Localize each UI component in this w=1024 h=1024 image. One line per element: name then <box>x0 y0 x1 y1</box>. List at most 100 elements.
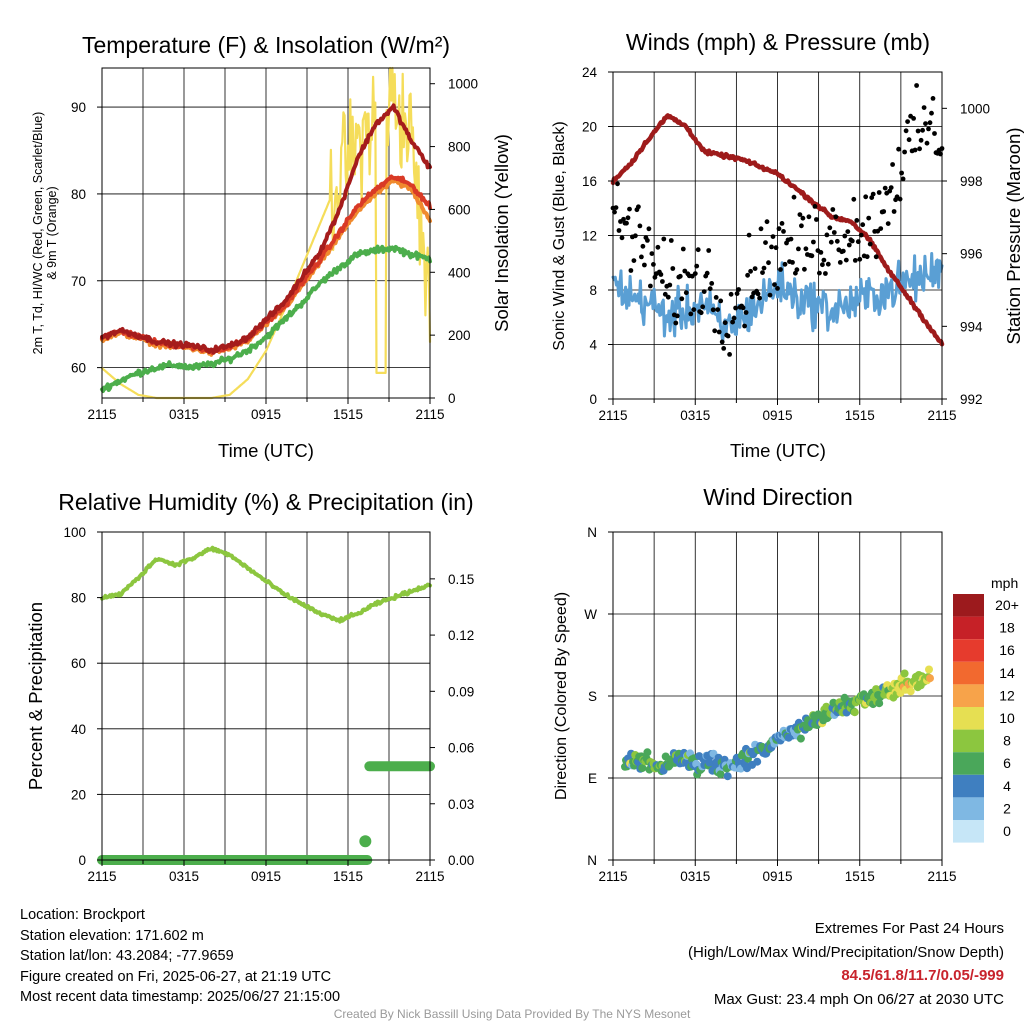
gust-point <box>648 283 653 289</box>
gust-point <box>640 243 646 249</box>
gust-point <box>779 221 785 226</box>
gust-point <box>740 305 746 311</box>
gust-point <box>621 216 626 222</box>
temperature-title: Temperature (F) & Insolation (W/m²) <box>82 32 450 58</box>
legend-swatch <box>953 639 984 662</box>
legend-label: 14 <box>999 665 1015 681</box>
gust-point <box>900 176 906 182</box>
sonic-wind-line <box>611 252 944 344</box>
x-tick-label: 0915 <box>762 869 792 884</box>
gust-point <box>927 120 933 126</box>
gust-point <box>837 260 843 265</box>
x-tick-label: 0315 <box>169 407 199 422</box>
gust-point <box>800 215 806 221</box>
temperature-panel: Temperature (F) & Insolation (W/m²) 2115… <box>31 32 512 461</box>
gust-point <box>674 313 680 319</box>
gust-point <box>830 207 836 212</box>
y-tick-label-right: 0.00 <box>448 853 474 868</box>
humidity-panel: Relative Humidity (%) & Precipitation (i… <box>25 489 474 884</box>
gust-point <box>796 246 801 252</box>
y-tick-label-left: N <box>587 525 597 540</box>
gust-point <box>695 247 701 253</box>
legend-swatch <box>953 752 984 775</box>
extremes-title: Extremes For Past 24 Hours <box>814 920 1004 937</box>
gust-point <box>636 204 641 210</box>
gust-point <box>624 220 629 226</box>
gust-point <box>817 270 822 276</box>
direction-panel: Wind Direction 2115 0315 0915 1515 2115NESWN… <box>553 484 1019 884</box>
gust-point <box>878 226 884 232</box>
gust-point <box>715 307 721 312</box>
recent-text: Most recent data timestamp: 2025/06/27 2… <box>20 989 341 1005</box>
legend-label: 4 <box>1003 778 1011 794</box>
gust-point <box>857 256 863 262</box>
gust-point <box>645 238 650 243</box>
y-tick-label-left: 20 <box>71 787 86 802</box>
gust-point <box>651 262 656 267</box>
gust-point <box>682 268 688 274</box>
gust-point <box>673 320 679 326</box>
gust-point <box>814 217 819 222</box>
y-tick-label-left: W <box>584 607 597 622</box>
y-tick-label-right: 800 <box>448 140 471 155</box>
gust-point <box>866 215 872 221</box>
gust-point <box>731 315 737 321</box>
legend-label: 6 <box>1003 755 1011 771</box>
gust-point <box>665 294 671 300</box>
gust-point <box>639 254 644 260</box>
winds-panel: Winds (mph) & Pressure (mb) 2115 0315 0915… <box>551 29 1024 461</box>
gust-point <box>881 209 887 214</box>
gust-point <box>809 253 815 259</box>
winds-xlabel: Time (UTC) <box>730 440 826 461</box>
y-tick-label-left: 20 <box>582 120 597 135</box>
gust-point <box>660 279 665 284</box>
y-tick-label-left: 8 <box>589 283 597 298</box>
y-tick-label-left: 80 <box>71 591 86 606</box>
gust-point <box>637 223 643 229</box>
legend-swatch <box>953 594 984 617</box>
gust-point <box>843 257 849 263</box>
y-tick-label-left: 70 <box>71 274 86 289</box>
gust-point <box>811 239 816 245</box>
gust-point <box>734 291 740 296</box>
direction-point <box>850 708 859 717</box>
gust-point <box>719 339 725 345</box>
gust-point <box>899 170 904 176</box>
direction-point <box>875 699 884 708</box>
y-tick-label-right: 1000 <box>960 101 990 116</box>
legend-swatch <box>953 797 984 820</box>
gust-point <box>755 291 761 297</box>
gust-point <box>912 147 918 153</box>
gust-point <box>781 229 786 234</box>
x-tick-label: 1515 <box>333 869 363 884</box>
legend-label: 18 <box>999 620 1015 636</box>
gust-point <box>842 233 848 239</box>
speed-legend: mph 20+ 18 16 14 12 10 8 6 4 2 0 <box>953 575 1019 843</box>
gust-point <box>769 244 774 250</box>
gust-point <box>615 181 620 187</box>
gust-point <box>882 185 888 191</box>
gust-point <box>761 265 767 271</box>
legend-swatch <box>953 616 984 640</box>
gust-point <box>917 146 922 152</box>
gust-point <box>851 196 857 202</box>
gust-point <box>818 250 824 255</box>
gust-point <box>764 219 770 225</box>
x-tick-label: 1515 <box>845 869 875 884</box>
gust-point <box>736 287 741 292</box>
legend-label: 16 <box>999 642 1015 658</box>
y-tick-label-right: 998 <box>960 174 983 189</box>
temperature-ylabel-line2: & 9m T (Orange) <box>45 186 59 279</box>
temperature-ylabel-line1: 2m T, Td, HI/WC (Red, Green, Scarlet/Blu… <box>31 112 45 355</box>
direction-point <box>829 698 838 707</box>
y-tick-label-left: 100 <box>63 525 86 540</box>
gust-point <box>914 83 919 88</box>
gust-point <box>906 137 912 143</box>
precip-point <box>359 835 372 848</box>
elevation-text: Station elevation: 171.602 m <box>20 927 204 944</box>
gust-point <box>770 234 776 240</box>
gust-point <box>855 239 861 245</box>
gust-point <box>788 236 794 242</box>
gust-point <box>763 240 768 246</box>
